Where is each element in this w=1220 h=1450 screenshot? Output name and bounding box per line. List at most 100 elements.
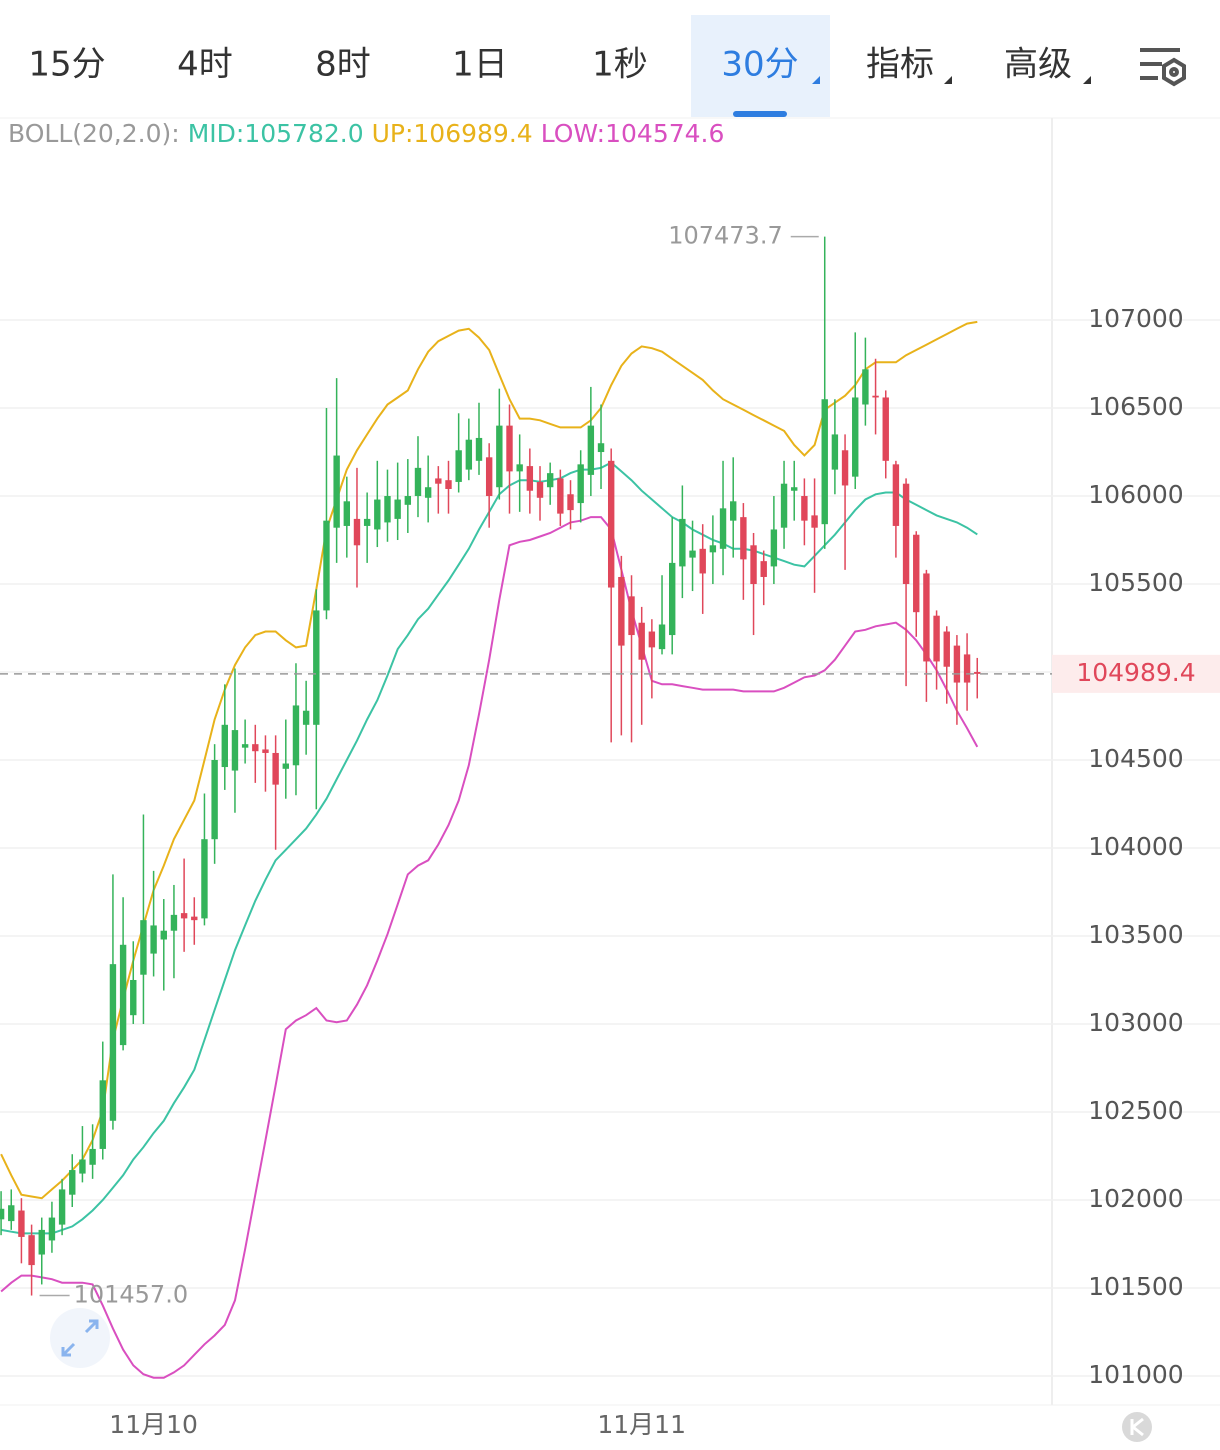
- candle-body: [943, 631, 950, 667]
- tab[interactable]: 8时: [315, 45, 371, 85]
- candle-body: [414, 467, 422, 497]
- candle-body: [252, 744, 259, 752]
- tab[interactable]: 4时: [177, 45, 233, 85]
- boll-line: [0, 320, 978, 1200]
- candle-body: [750, 545, 757, 585]
- toolbar: 15分 4时 8时 1日 1秒 30分 指标 高级: [28, 15, 1186, 117]
- candle-body: [28, 1235, 35, 1266]
- candle-body: [699, 548, 706, 574]
- tab[interactable]: 指标: [866, 45, 934, 85]
- candle-body: [465, 439, 473, 470]
- candle-body: [496, 425, 503, 488]
- candle-body: [424, 487, 432, 498]
- candle-body: [770, 529, 778, 567]
- selected-tab-bg: [691, 15, 830, 117]
- candle-body: [58, 1189, 66, 1225]
- y-tick-label: 103000: [1088, 1008, 1183, 1037]
- candle-body: [119, 944, 127, 1046]
- candle-body: [923, 573, 930, 662]
- candle-body: [852, 397, 859, 477]
- candle-body: [902, 483, 910, 585]
- candle-body: [841, 450, 849, 486]
- k-button[interactable]: [1122, 1412, 1152, 1442]
- tab[interactable]: 高级: [1004, 45, 1072, 85]
- candle-body: [811, 515, 818, 528]
- candle-body: [974, 672, 981, 674]
- candle-body: [445, 480, 452, 489]
- legend-title: BOLL(20,2.0):: [8, 119, 180, 148]
- candle-body: [882, 397, 889, 461]
- candle-body: [191, 916, 198, 921]
- dropdown-caret: [812, 76, 820, 84]
- last-price-label: 104989.4: [1076, 658, 1195, 687]
- y-tick-label: 104500: [1088, 744, 1183, 773]
- y-tick-label: 104000: [1088, 832, 1183, 861]
- y-tick-label: 105500: [1088, 568, 1183, 597]
- candle-body: [48, 1217, 56, 1241]
- tab[interactable]: 30分: [721, 45, 798, 85]
- candle-body: [485, 457, 493, 497]
- candle-body: [577, 464, 584, 504]
- candle-body: [18, 1210, 25, 1237]
- settings-icon[interactable]: [1140, 48, 1186, 87]
- candle-body: [160, 930, 167, 940]
- candle-body: [262, 749, 269, 753]
- candle-body: [109, 964, 117, 1121]
- legend-entry: UP:106989.4: [372, 119, 533, 148]
- candle-body: [587, 425, 595, 475]
- legend-entry: MID:105782.0: [188, 119, 364, 148]
- candle-body: [719, 508, 727, 549]
- candle-body: [292, 705, 300, 766]
- candle-body: [79, 1159, 86, 1174]
- candle-body: [669, 562, 676, 636]
- low-label: 101457.0: [74, 1281, 189, 1309]
- candle-body: [628, 596, 635, 636]
- tab[interactable]: 1日: [452, 45, 508, 85]
- candle-body: [933, 615, 940, 662]
- candle-body: [333, 455, 340, 528]
- candle-body: [780, 483, 788, 528]
- candle-body: [38, 1229, 45, 1255]
- candle-body: [709, 545, 717, 553]
- candle-body: [211, 760, 218, 840]
- candle-body: [69, 1170, 76, 1195]
- candle-body: [353, 518, 361, 546]
- candle-body: [648, 631, 656, 648]
- selected-tab-bar: [733, 111, 787, 117]
- candle-body: [384, 496, 391, 523]
- candle-body: [689, 550, 696, 558]
- candle-body: [618, 576, 625, 646]
- candle-body: [597, 443, 605, 453]
- candle-body: [821, 399, 828, 525]
- tab[interactable]: 15分: [28, 45, 105, 85]
- candle-body: [404, 496, 412, 505]
- y-tick-label: 101500: [1088, 1272, 1183, 1301]
- candle-body: [140, 920, 147, 975]
- candle-body: [374, 499, 381, 530]
- candle-body: [638, 622, 645, 660]
- candle-body: [0, 1208, 5, 1220]
- candle-body: [740, 517, 747, 560]
- plot: 101000 101500 102000 102500 103000 103500 1040…: [0, 222, 1220, 1439]
- candle-body: [302, 710, 310, 725]
- candle-body: [313, 610, 320, 725]
- tab[interactable]: 1秒: [592, 45, 648, 85]
- candle-body: [760, 561, 767, 577]
- candle-body: [323, 520, 330, 611]
- candle-body: [343, 501, 351, 526]
- candle-body: [557, 478, 564, 514]
- candle-body: [546, 473, 554, 488]
- candle-body: [180, 913, 188, 919]
- candle-body: [516, 464, 523, 472]
- candle-body: [791, 487, 798, 491]
- candle-body: [475, 437, 483, 461]
- candle-body: [801, 496, 808, 521]
- candle-body: [241, 744, 249, 748]
- candle-body: [872, 395, 879, 398]
- expand-button[interactable]: [50, 1308, 110, 1368]
- y-tick-label: 102500: [1088, 1096, 1183, 1125]
- candle-body: [363, 518, 371, 526]
- candle-body: [913, 534, 920, 613]
- candle-body: [526, 466, 534, 491]
